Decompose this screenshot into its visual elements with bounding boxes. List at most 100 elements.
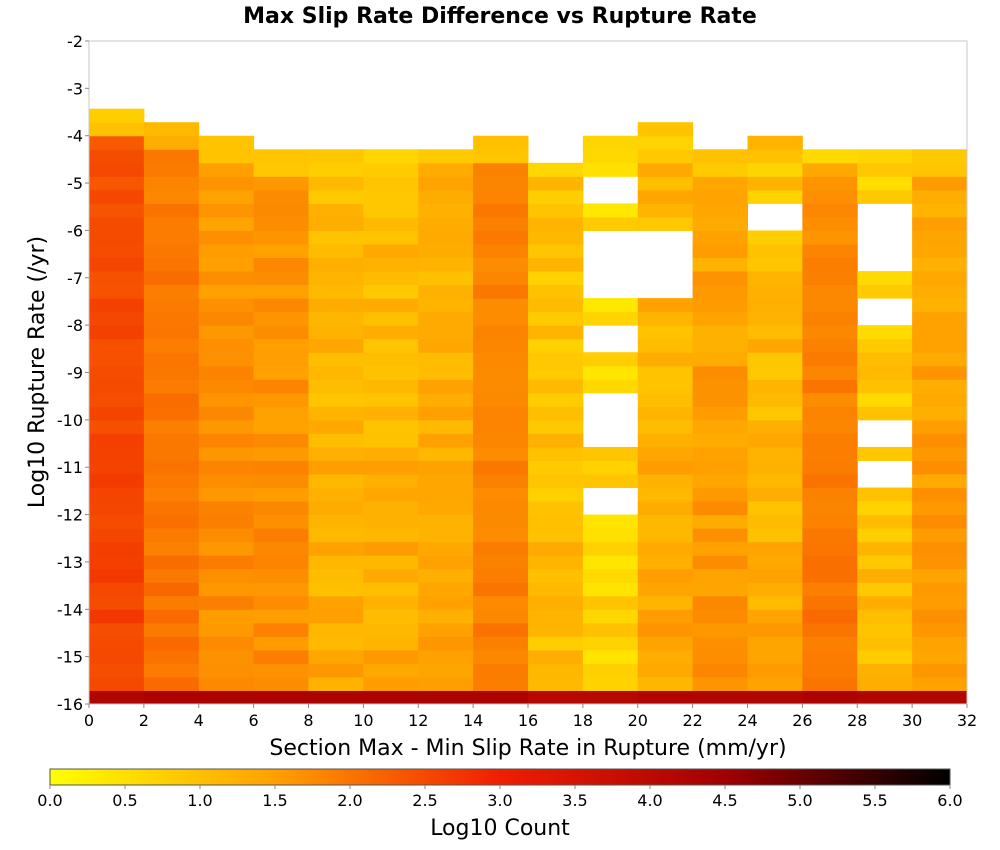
heatmap-cell <box>857 162 913 177</box>
heatmap-cell <box>637 162 694 177</box>
heatmap-cell <box>363 541 419 556</box>
heatmap-cell <box>747 473 803 489</box>
heatmap-cell <box>253 325 309 340</box>
heatmap-cell <box>198 284 255 299</box>
heatmap-cell <box>89 243 145 259</box>
heatmap-cell <box>308 230 364 245</box>
heatmap-cell <box>418 690 474 705</box>
heatmap-cell <box>363 325 419 340</box>
heatmap-cell <box>582 216 639 231</box>
heatmap-cell <box>308 433 364 448</box>
heatmap-cell <box>253 676 309 691</box>
heatmap-cell <box>637 649 694 664</box>
heatmap-cell <box>692 582 748 597</box>
heatmap-cell <box>308 473 364 489</box>
heatmap-cell <box>637 514 694 529</box>
heatmap-cell <box>418 473 474 489</box>
heatmap-cell <box>253 149 309 164</box>
heatmap-cell <box>418 663 474 678</box>
heatmap-cell <box>473 541 529 556</box>
heatmap-cell <box>637 582 694 597</box>
heatmap-cell <box>582 622 639 637</box>
heatmap-cell <box>418 514 474 529</box>
heatmap-cell <box>473 419 529 434</box>
heatmap-cell <box>143 243 200 259</box>
heatmap-cell <box>363 649 419 664</box>
heatmap-cell <box>418 446 474 461</box>
x-tick-label: 16 <box>518 711 538 730</box>
heatmap-cell <box>363 446 419 461</box>
heatmap-cell <box>198 257 255 272</box>
y-tick-label: -2 <box>67 32 83 51</box>
heatmap-cell <box>582 298 639 313</box>
y-tick-label: -11 <box>57 458 83 477</box>
heatmap-cell <box>692 622 748 637</box>
heatmap-cell <box>308 690 364 705</box>
heatmap-cell <box>418 487 474 502</box>
heatmap-cell <box>363 663 419 678</box>
heatmap-cell <box>418 243 474 259</box>
heatmap-cell <box>363 622 419 637</box>
heatmap-cell <box>912 595 968 610</box>
heatmap-cell <box>802 284 858 299</box>
y-tick-label: -14 <box>57 600 83 619</box>
heatmap-cell <box>528 406 584 421</box>
heatmap-cell <box>747 257 803 272</box>
x-tick-label: 12 <box>408 711 428 730</box>
heatmap-cell <box>363 609 419 624</box>
heatmap-cell <box>89 663 145 678</box>
heatmap-cell <box>802 649 858 664</box>
heatmap-cell <box>308 501 364 516</box>
heatmap-cell <box>637 460 694 475</box>
heatmap-cell <box>253 338 309 353</box>
heatmap-cell <box>418 311 474 326</box>
heatmap-cell <box>253 433 309 448</box>
heatmap-cell <box>802 609 858 624</box>
heatmap-cell <box>363 271 419 286</box>
heatmap-cell <box>89 392 145 407</box>
heatmap-cell <box>692 541 748 556</box>
heatmap-cell <box>912 379 968 394</box>
heatmap-cell <box>747 460 803 475</box>
heatmap-cell <box>308 514 364 529</box>
heatmap-cell <box>198 663 255 678</box>
heatmap-cell <box>912 528 968 543</box>
heatmap-cell <box>528 663 584 678</box>
heatmap-cell <box>89 162 145 177</box>
heatmap-cell <box>747 392 803 407</box>
heatmap-cell <box>418 460 474 475</box>
colorbar-tick-label: 4.0 <box>637 791 662 810</box>
heatmap-cell <box>637 676 694 691</box>
heatmap-cell <box>253 446 309 461</box>
heatmap-cell <box>802 582 858 597</box>
heatmap-cell <box>473 379 529 394</box>
colorbar-label: Log10 Count <box>430 816 570 841</box>
heatmap-cell <box>528 325 584 340</box>
heatmap-cell <box>582 446 639 461</box>
heatmap-cell <box>473 609 529 624</box>
heatmap-cell <box>143 636 200 651</box>
colorbar-tick-label: 0.0 <box>37 791 62 810</box>
heatmap-cell <box>198 582 255 597</box>
heatmap-cell <box>857 149 913 164</box>
heatmap-cell <box>89 216 145 231</box>
heatmap-cell <box>857 541 913 556</box>
y-tick-label: -3 <box>67 79 83 98</box>
heatmap-cell <box>308 663 364 678</box>
heatmap-cell <box>637 135 694 150</box>
heatmap-cell <box>637 595 694 610</box>
heatmap-cell <box>363 676 419 691</box>
heatmap-cell <box>363 555 419 570</box>
heatmap-cell <box>747 419 803 434</box>
heatmap-cell <box>198 541 255 556</box>
heatmap-cell <box>802 433 858 448</box>
heatmap-cell <box>692 419 748 434</box>
heatmap-cell <box>637 433 694 448</box>
heatmap-cell <box>198 162 255 177</box>
colorbar-tick-label: 6.0 <box>937 791 962 810</box>
heatmap-cell <box>747 162 803 177</box>
heatmap-cell <box>747 649 803 664</box>
heatmap-cell <box>89 487 145 502</box>
heatmap-cell <box>308 487 364 502</box>
heatmap-cell <box>418 176 474 191</box>
